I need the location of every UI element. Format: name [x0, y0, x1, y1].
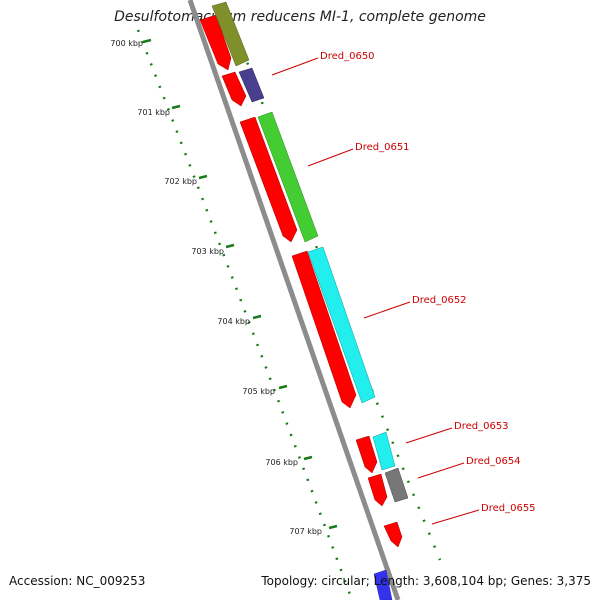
feature-bar-cyan [307, 246, 376, 404]
genome-summary-text: Topology: circular; Length: 3,608,104 bp… [261, 574, 591, 588]
gene-label: Dred_0653 [454, 421, 509, 432]
feature-bar-green [257, 111, 319, 243]
feature-bar-blue [373, 569, 393, 600]
kbp-label: 707 kbp [289, 527, 322, 536]
forward-strand-features [199, 14, 403, 548]
kbp-label: 706 kbp [265, 458, 298, 467]
gene-label: Dred_0652 [412, 295, 467, 306]
label-leader-lines [271, 57, 480, 525]
kbp-label: 700 kbp [110, 39, 143, 48]
feature-bar-cyan-small [372, 431, 396, 471]
kbp-label: 704 kbp [217, 317, 250, 326]
kbp-label: 701 kbp [137, 108, 170, 117]
feature-bar-gray [384, 467, 409, 503]
feature-bar-navy [238, 67, 265, 103]
gene-arrow [355, 435, 378, 474]
gene-label: Dred_0654 [466, 456, 521, 467]
gene-arrow [291, 250, 357, 409]
gene-arrow [221, 71, 247, 107]
kbp-label: 703 kbp [191, 247, 224, 256]
kbp-ticks [142, 38, 338, 530]
kbp-label: 702 kbp [164, 177, 197, 186]
gene-arrow [239, 116, 298, 243]
gene-label: Dred_0650 [320, 51, 375, 62]
accession-text: Accession: NC_009253 [9, 574, 146, 588]
gene-arrow [199, 14, 232, 71]
kbp-label: 705 kbp [242, 387, 275, 396]
gene-arrow [367, 473, 388, 507]
gene-arrow [383, 521, 403, 548]
gene-label: Dred_0655 [481, 503, 536, 514]
gene-label: Dred_0651 [355, 142, 410, 153]
genome-backbone [187, 0, 401, 600]
feature-bar-olive [211, 1, 250, 67]
